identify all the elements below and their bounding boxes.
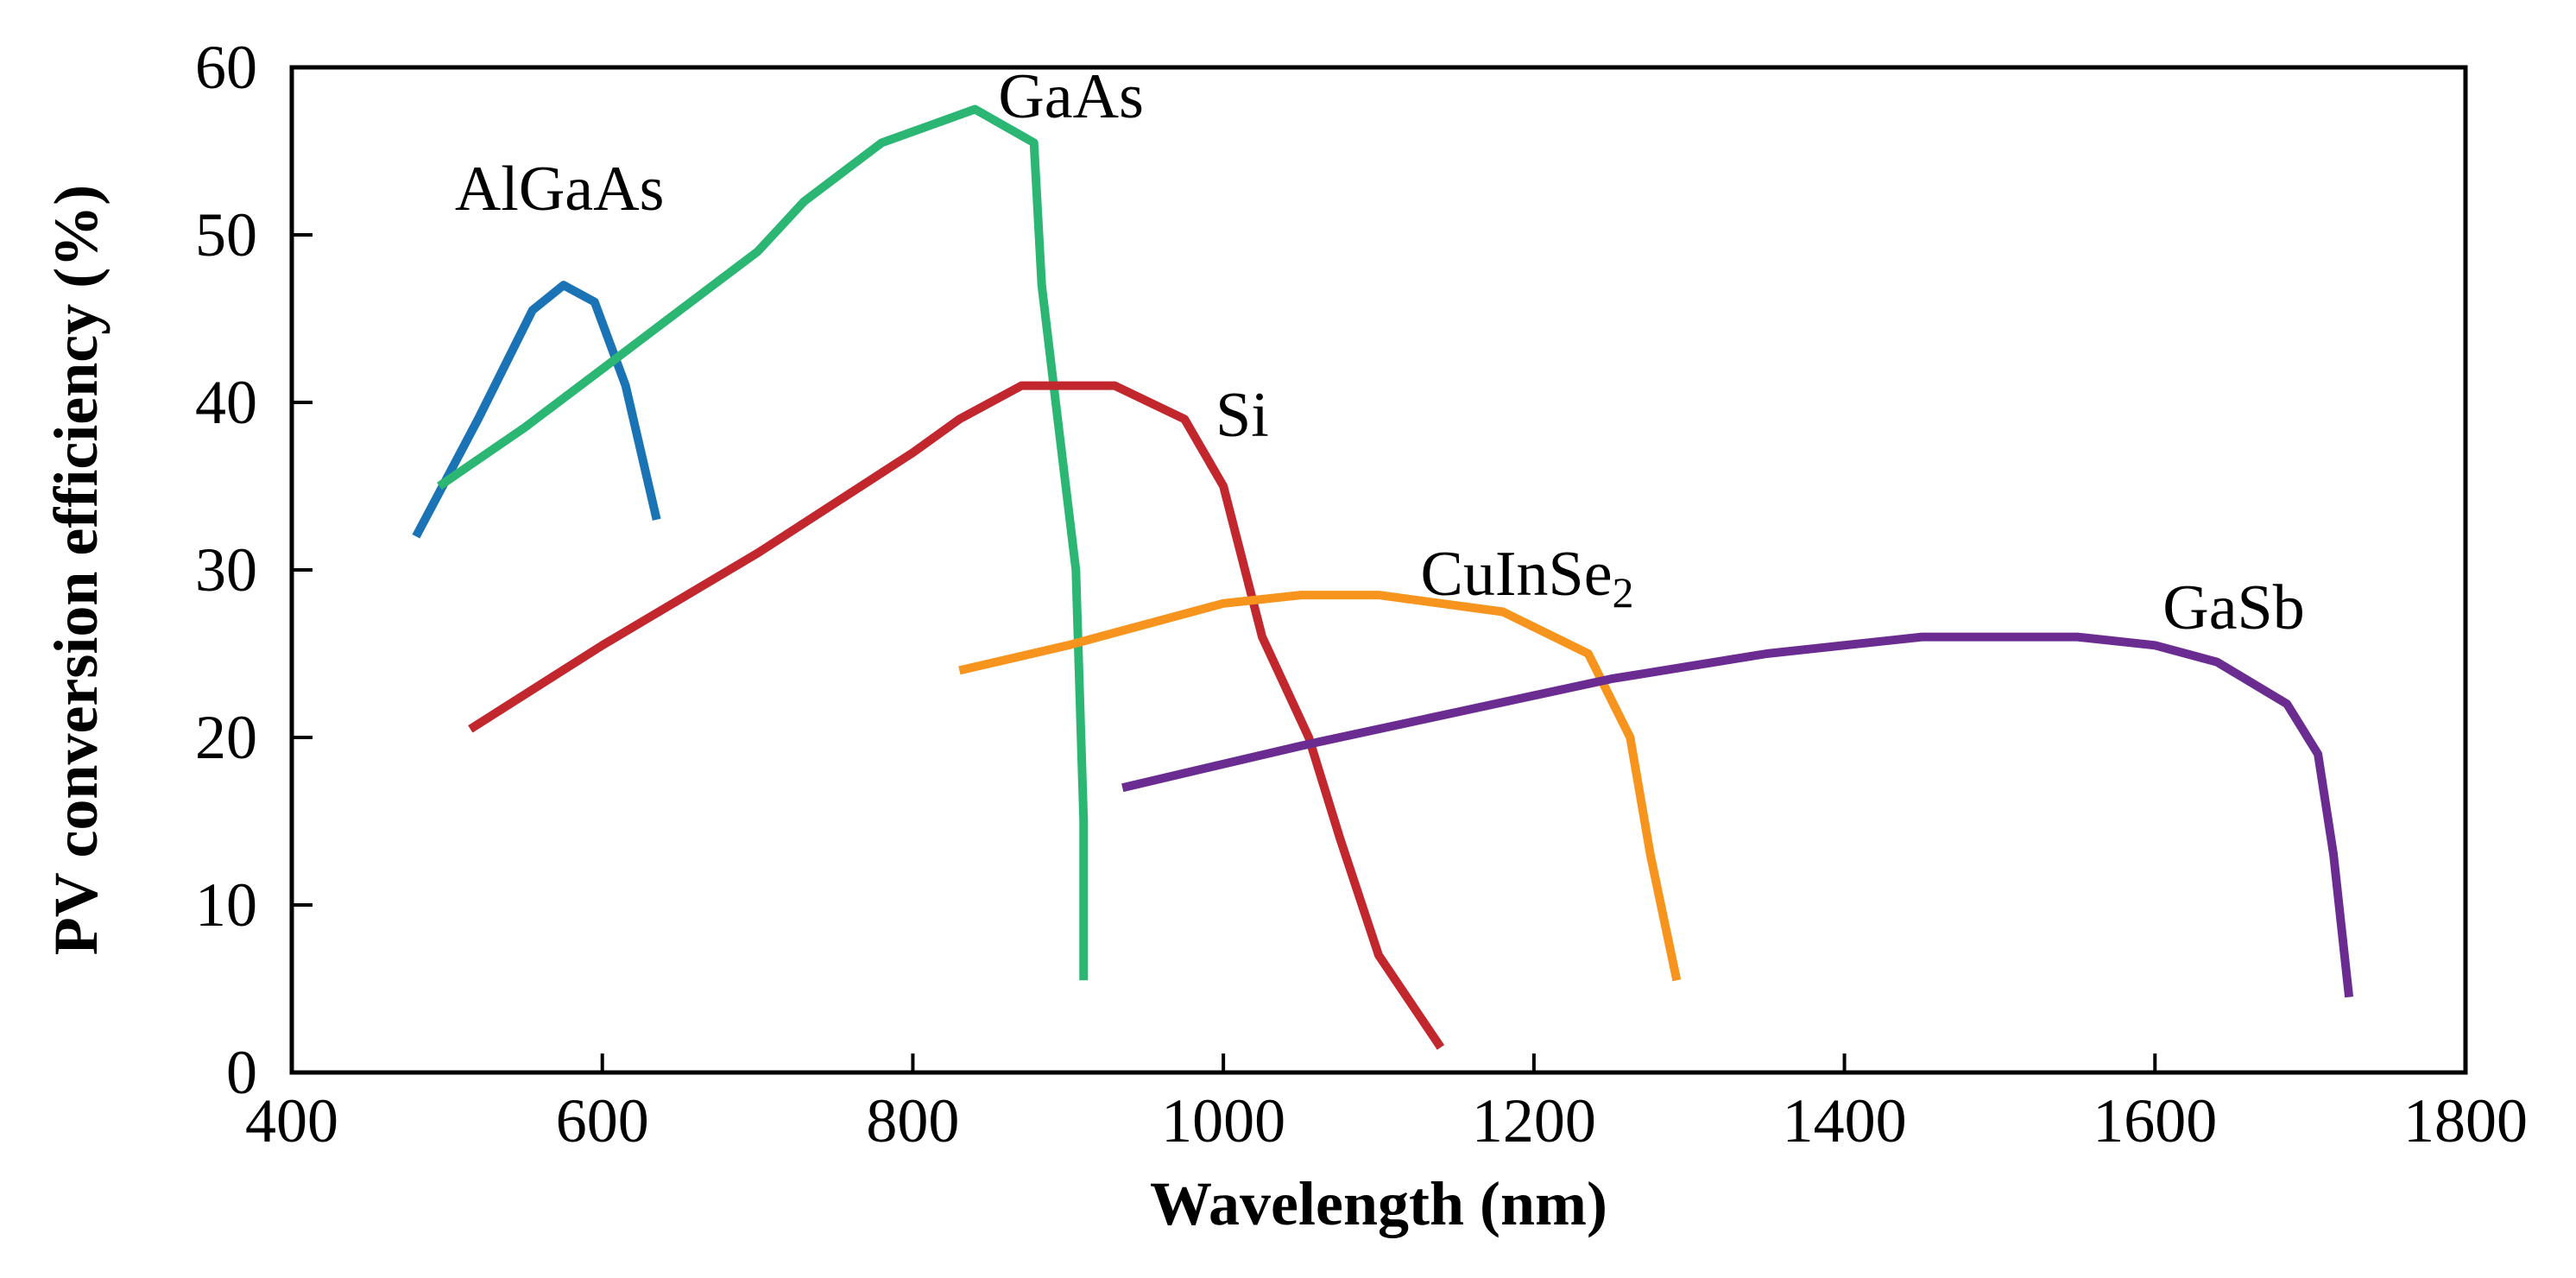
series-line-si <box>468 381 1445 1050</box>
y-tick-label: 40 <box>195 368 257 437</box>
x-tick-label: 1800 <box>2403 1086 2528 1155</box>
series-label-gaas: GaAs <box>998 61 1144 132</box>
series-line-algaas <box>412 281 661 539</box>
series-label-algaas: AlGaAs <box>455 154 665 225</box>
x-tick-label: 400 <box>245 1086 338 1155</box>
x-tick-label: 1400 <box>1783 1086 1907 1155</box>
series-line-cuinse2 <box>958 591 1682 982</box>
series-label-gasb: GaSb <box>2162 573 2304 643</box>
x-tick-label: 1000 <box>1161 1086 1285 1155</box>
series-line-gaas <box>437 104 1089 981</box>
series-label-text: AlGaAs <box>455 154 665 225</box>
series-label-text: GaSb <box>2162 573 2304 643</box>
series-label-si: Si <box>1215 380 1269 451</box>
series-label-text: CuInSe <box>1421 539 1613 610</box>
y-tick-label: 50 <box>195 200 257 269</box>
series-labels: AlGaAs GaAs Si CuInSe2 GaSb <box>455 61 2305 643</box>
series-label-text: Si <box>1215 380 1269 451</box>
x-axis-title: Wavelength (nm) <box>1150 1169 1607 1238</box>
series-line-gasb <box>1121 632 2354 998</box>
series-layer <box>412 104 2354 1050</box>
y-tick-label: 0 <box>226 1038 257 1107</box>
series-label-cuinse2: CuInSe2 <box>1421 539 1634 617</box>
y-tick-label: 20 <box>195 703 257 772</box>
series-label-subscript: 2 <box>1613 568 1634 617</box>
plot-frame <box>289 65 2468 1075</box>
x-tick-label: 1600 <box>2093 1086 2217 1155</box>
y-tick-label: 60 <box>195 33 257 102</box>
x-tick-label: 800 <box>866 1086 959 1155</box>
y-tick-label: 30 <box>195 535 257 604</box>
y-tick-label: 10 <box>195 870 257 940</box>
series-label-text: GaAs <box>998 61 1144 132</box>
x-tick-label: 600 <box>556 1086 649 1155</box>
x-tick-label: 1200 <box>1472 1086 1596 1155</box>
y-axis-title: PV conversion efficiency (%) <box>41 185 110 955</box>
axis-ticks: 400 600 800 1000 1200 1400 1600 1800 0 10 20 30 40 50… <box>195 33 2528 1155</box>
